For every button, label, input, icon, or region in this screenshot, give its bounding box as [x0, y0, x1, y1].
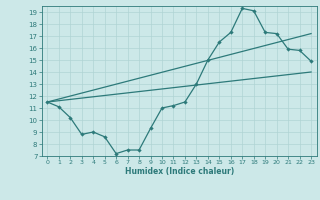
X-axis label: Humidex (Indice chaleur): Humidex (Indice chaleur) [124, 167, 234, 176]
